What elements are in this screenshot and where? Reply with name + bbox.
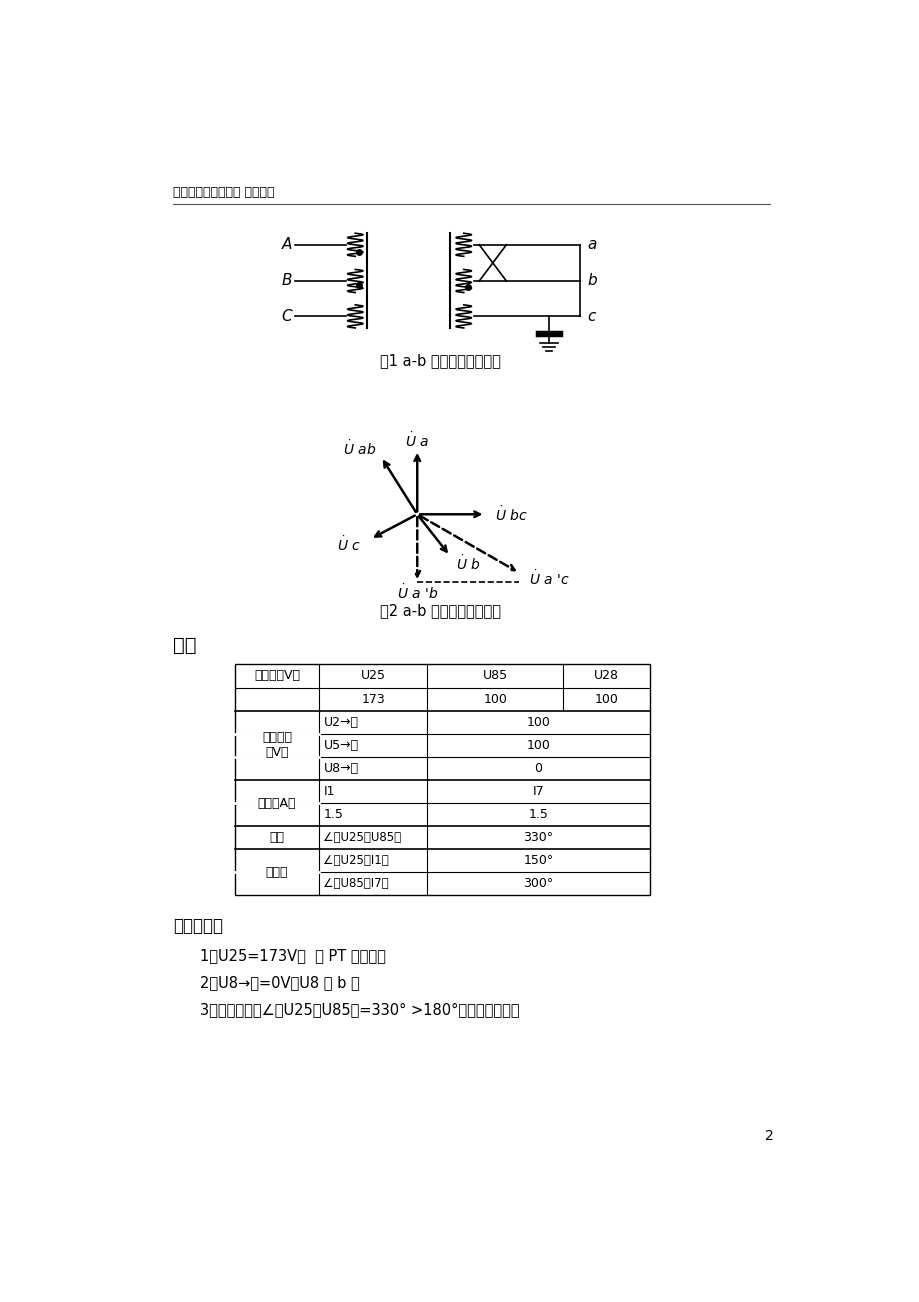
Text: 1.5: 1.5: [323, 809, 343, 822]
Text: $\dot{U}$ ab: $\dot{U}$ ab: [343, 440, 376, 458]
Text: 100: 100: [594, 693, 618, 706]
Text: 100: 100: [482, 693, 506, 706]
Text: a: a: [587, 237, 596, 253]
Text: U25: U25: [360, 669, 385, 682]
Text: 2）U8→地=0V，U8 为 b 相: 2）U8→地=0V，U8 为 b 相: [200, 975, 359, 990]
Text: U85: U85: [482, 669, 507, 682]
Text: 150°: 150°: [523, 854, 553, 867]
Text: 0: 0: [534, 762, 542, 775]
Text: 举例: 举例: [173, 635, 197, 655]
Text: 电流（A）: 电流（A）: [257, 797, 296, 810]
Text: 300°: 300°: [523, 878, 553, 891]
Text: 图1 a-b 相极性接反接线图: 图1 a-b 相极性接反接线图: [380, 353, 500, 367]
Text: 判断步骤：: 判断步骤：: [173, 917, 223, 935]
Text: 1）U25=173V，  有 PT 极性反接: 1）U25=173V， 有 PT 极性反接: [200, 948, 386, 963]
Text: I1: I1: [323, 785, 335, 798]
Text: U8→地: U8→地: [323, 762, 358, 775]
Text: 1.5: 1.5: [528, 809, 548, 822]
Text: 广西电力试验研究院 计量中心: 广西电力试验研究院 计量中心: [173, 186, 275, 199]
Text: B: B: [281, 273, 291, 289]
Text: ∠（U25，U85）: ∠（U25，U85）: [323, 831, 402, 844]
Text: $\dot{U}$ a 'b: $\dot{U}$ a 'b: [396, 583, 437, 602]
Text: 相序: 相序: [269, 831, 284, 844]
Text: 173: 173: [361, 693, 384, 706]
Text: 100: 100: [526, 738, 550, 751]
Text: b: b: [587, 273, 596, 289]
Text: 相位角: 相位角: [266, 866, 288, 879]
Text: 2: 2: [765, 1129, 774, 1143]
Text: A: A: [281, 237, 291, 253]
Text: 对地电压
（V）: 对地电压 （V）: [262, 732, 291, 759]
Text: ∠（U25，I1）: ∠（U25，I1）: [323, 854, 389, 867]
Text: 330°: 330°: [523, 831, 553, 844]
Text: 100: 100: [526, 716, 550, 729]
Text: ∠（U85，I7）: ∠（U85，I7）: [323, 878, 389, 891]
Text: C: C: [281, 309, 291, 324]
Text: $\dot{U}$ a: $\dot{U}$ a: [404, 431, 429, 450]
Text: 图2 a-b 相极性接反向量图: 图2 a-b 相极性接反向量图: [380, 603, 501, 618]
Text: $\dot{U}$ b: $\dot{U}$ b: [455, 553, 480, 573]
Text: 3）相序判断，∠（U25，U85）=330° >180°，故为逆向序；: 3）相序判断，∠（U25，U85）=330° >180°，故为逆向序；: [200, 1003, 519, 1017]
Text: U2→地: U2→地: [323, 716, 358, 729]
Text: I7: I7: [532, 785, 544, 798]
Text: c: c: [587, 309, 596, 324]
Text: U5→地: U5→地: [323, 738, 358, 751]
Text: $\dot{U}$ bc: $\dot{U}$ bc: [494, 505, 527, 523]
Bar: [235, 664, 649, 896]
Text: $\dot{U}$ a 'c: $\dot{U}$ a 'c: [528, 569, 569, 587]
Text: $\dot{U}$ c: $\dot{U}$ c: [336, 535, 360, 553]
Text: U28: U28: [593, 669, 618, 682]
Text: 线电压（V）: 线电压（V）: [254, 669, 300, 682]
